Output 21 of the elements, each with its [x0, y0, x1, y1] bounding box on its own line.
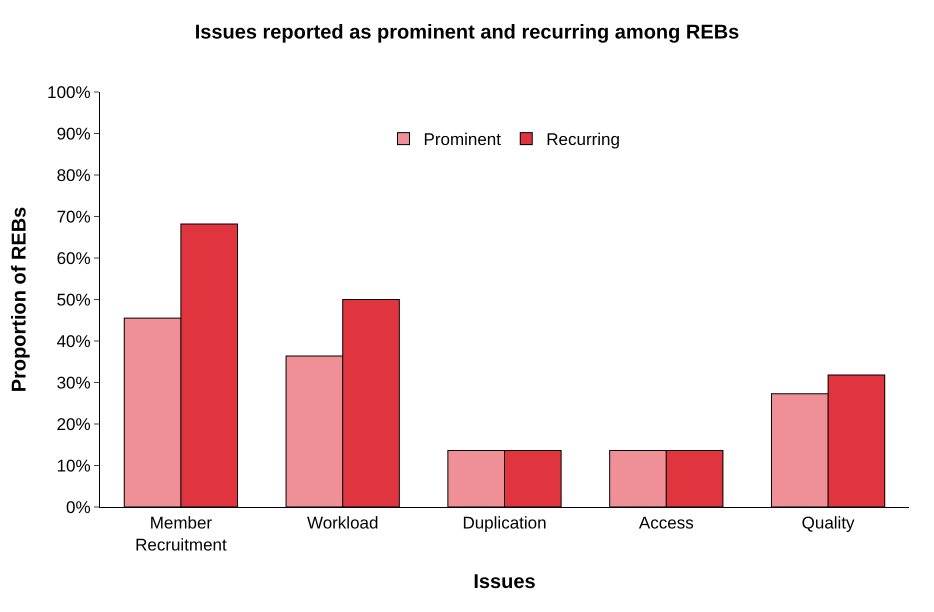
y-tick-label: 90% [56, 124, 91, 144]
chart-title: Issues reported as prominent and recurring among REBs [194, 21, 740, 44]
y-tick-label: 20% [56, 414, 91, 434]
y-tick-label: 0% [66, 498, 91, 517]
y-tick-label: 80% [56, 166, 91, 185]
x-tick-label: Quality [802, 513, 856, 532]
y-tick-label: 40% [56, 332, 91, 351]
y-tick-label: 50% [56, 290, 91, 310]
y-tick-label: 10% [56, 456, 91, 476]
y-tick-label: 30% [56, 373, 91, 392]
x-tick-label: Member Recruitment [135, 513, 227, 554]
legend-label: Recurring [546, 130, 620, 150]
x-tick-label: Duplication [462, 513, 547, 532]
legend-label: Prominent [424, 130, 502, 150]
x-tick-label: Access [638, 513, 694, 532]
y-axis-title: Proportion of REBs [8, 206, 31, 392]
x-tick-label: Workload [306, 513, 378, 532]
x-axis-title: Issues [473, 571, 536, 593]
y-tick-label: 70% [56, 207, 91, 226]
y-tick-label: 60% [56, 248, 91, 268]
y-tick-label: 100% [47, 82, 91, 102]
